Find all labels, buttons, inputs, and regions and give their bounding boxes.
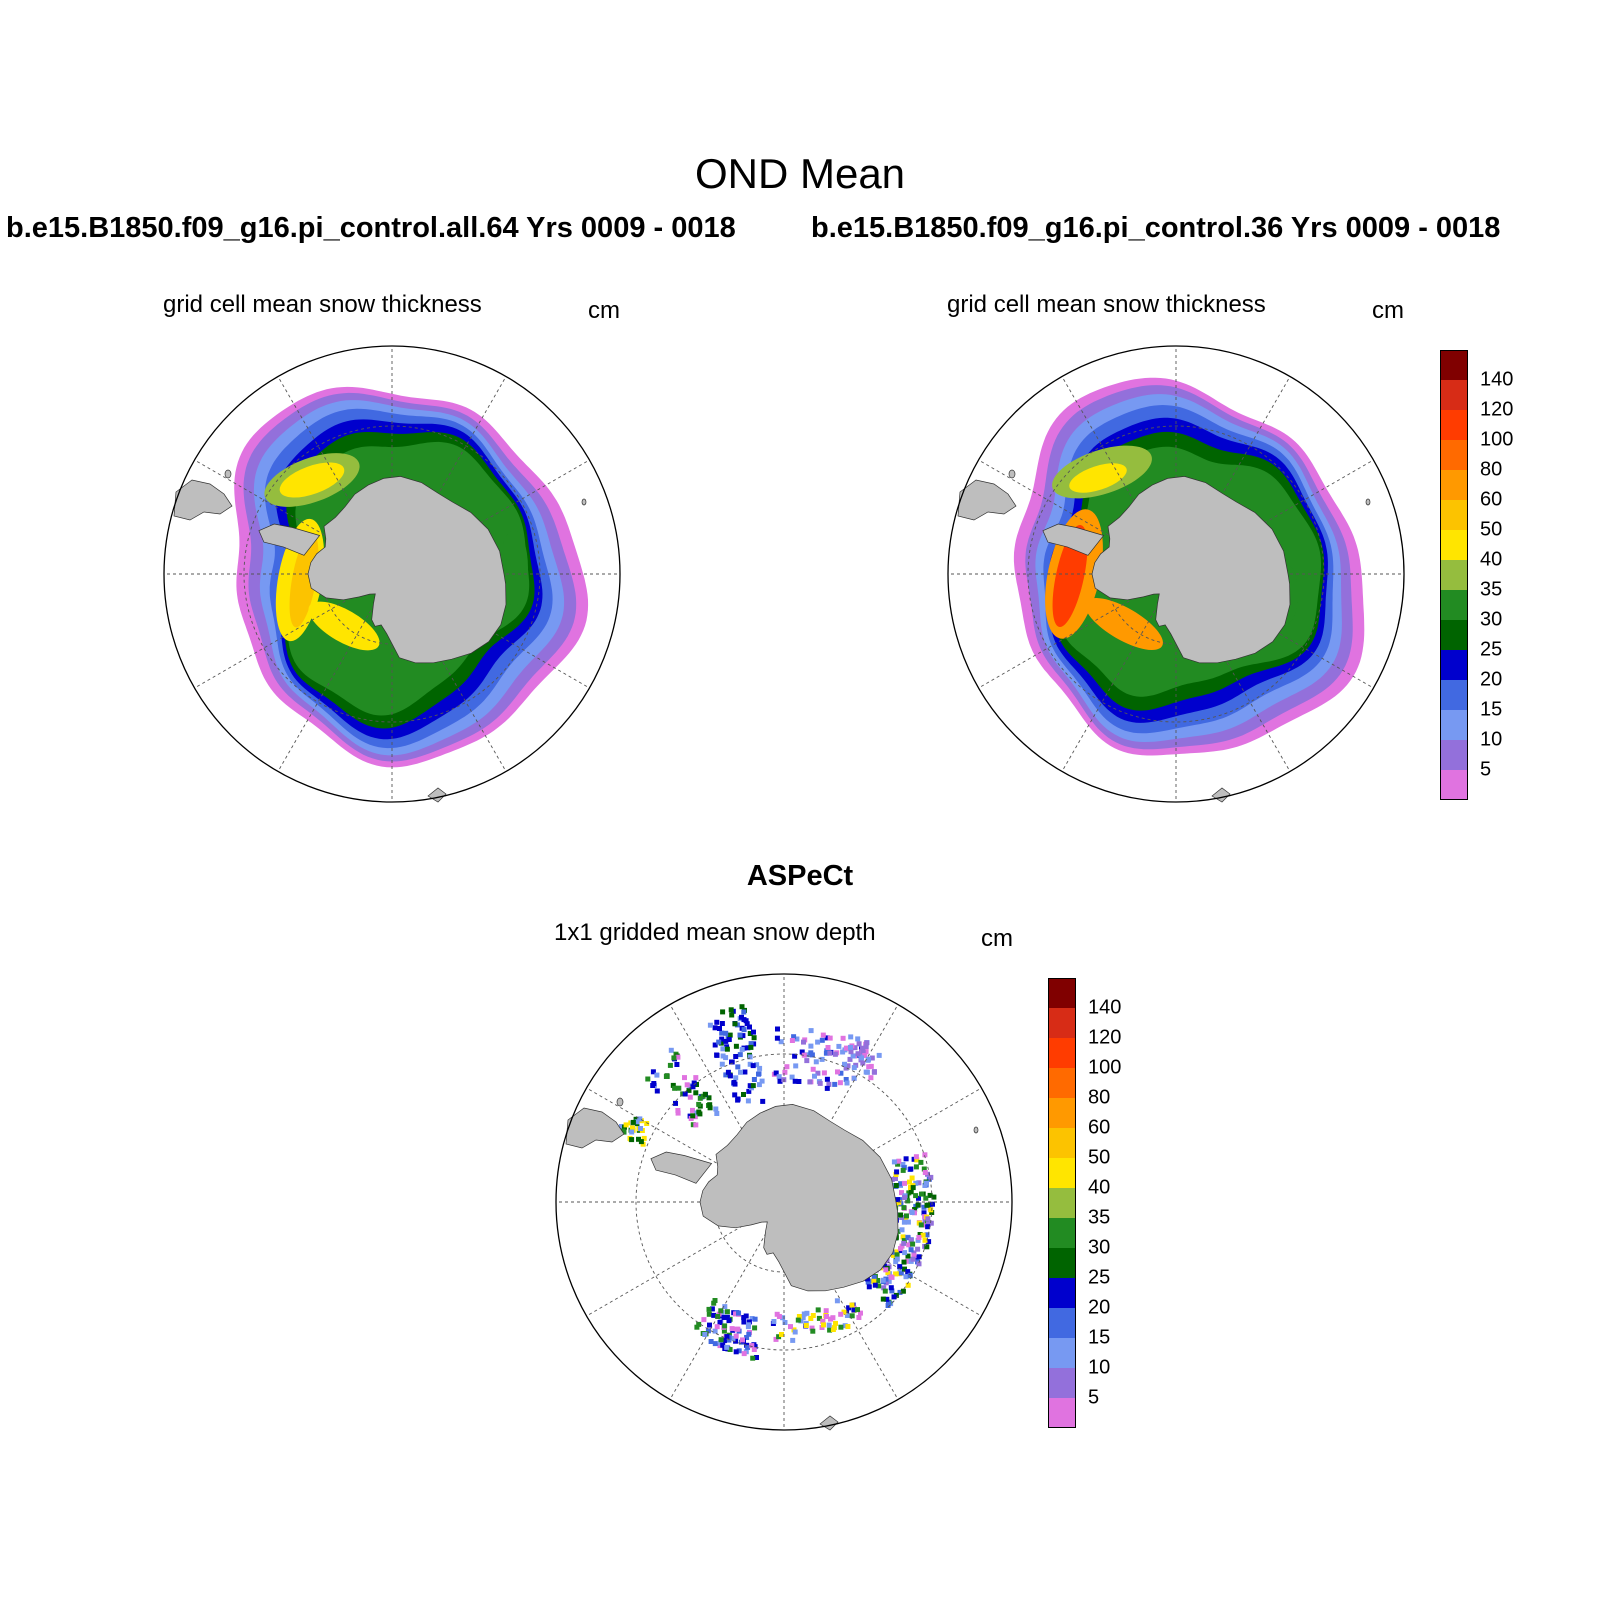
colorbar-label: 40 [1480, 548, 1503, 571]
colorbar-label: 15 [1480, 698, 1503, 721]
colorbar-swatch [1048, 1218, 1076, 1248]
colorbar-swatch [1048, 1398, 1076, 1428]
colorbar-swatch [1048, 1008, 1076, 1038]
units-bottom: cm [981, 925, 1013, 952]
colorbar-swatch [1048, 1308, 1076, 1338]
colorbar-label: 50 [1480, 518, 1503, 541]
colorbar-label: 10 [1088, 1356, 1111, 1379]
colorbar-swatch [1440, 740, 1468, 770]
colorbar-label: 5 [1480, 758, 1492, 781]
subtitle-right: grid cell mean snow thickness [947, 291, 1266, 318]
polar-map-bottom [555, 973, 1013, 1431]
colorbar-label: 20 [1088, 1296, 1111, 1319]
colorbar-swatch [1440, 650, 1468, 680]
colorbar-swatch [1440, 620, 1468, 650]
colorbar-swatch [1440, 470, 1468, 500]
colorbar-swatch [1440, 710, 1468, 740]
colorbar-swatch [1048, 1338, 1076, 1368]
colorbar-swatch [1048, 1128, 1076, 1158]
colorbar-label: 120 [1480, 398, 1514, 421]
colorbar-swatch [1440, 530, 1468, 560]
aspect-section-title: ASPeCt [746, 860, 854, 892]
colorbar-swatch [1440, 680, 1468, 710]
colorbar-swatch [1440, 770, 1468, 800]
colorbar-label: 5 [1088, 1386, 1100, 1409]
map-border [947, 345, 1405, 803]
polar-map-left [163, 345, 621, 803]
map-border [163, 345, 621, 803]
colorbar-label: 40 [1088, 1176, 1111, 1199]
colorbar-swatch [1048, 1098, 1076, 1128]
colorbar-frame [1048, 978, 1076, 1428]
colorbar-swatch [1440, 560, 1468, 590]
land [173, 469, 587, 803]
colorbar-label: 30 [1480, 608, 1503, 631]
colorbar-label: 80 [1088, 1086, 1111, 1109]
colorbar-swatch [1048, 1038, 1076, 1068]
colorbar-frame [1440, 350, 1468, 800]
run-title-right: b.e15.B1850.f09_g16.pi_control.36 Yrs 00… [811, 212, 1501, 244]
colorbar-label: 15 [1088, 1326, 1111, 1349]
colorbar-swatch [1048, 1368, 1076, 1398]
colorbar-label: 20 [1480, 668, 1503, 691]
colorbar-swatch [1440, 410, 1468, 440]
colorbar-swatch [1048, 1188, 1076, 1218]
colorbar-swatch [1048, 1158, 1076, 1188]
colorbar-label: 25 [1088, 1266, 1111, 1289]
colorbar-swatch [1440, 590, 1468, 620]
land [565, 1097, 979, 1431]
colorbar-label: 140 [1480, 368, 1514, 391]
colorbar-label: 10 [1480, 728, 1503, 751]
units-left: cm [588, 297, 620, 324]
colorbar-label: 30 [1088, 1236, 1111, 1259]
colorbar-label: 35 [1088, 1206, 1111, 1229]
colorbar-label: 100 [1088, 1056, 1122, 1079]
subtitle-left: grid cell mean snow thickness [163, 291, 482, 318]
colorbar-swatch [1048, 978, 1076, 1008]
polar-map-right [947, 345, 1405, 803]
colorbar-swatch [1048, 1278, 1076, 1308]
run-title-left: b.e15.B1850.f09_g16.pi_control.all.64 Yr… [6, 212, 736, 244]
colorbar-label: 35 [1480, 578, 1503, 601]
land [957, 469, 1371, 803]
units-right: cm [1372, 297, 1404, 324]
map-border [555, 973, 1013, 1431]
colorbar-label: 80 [1480, 458, 1503, 481]
colorbar-label: 120 [1088, 1026, 1122, 1049]
colorbar-label: 60 [1088, 1116, 1111, 1139]
colorbar-label: 50 [1088, 1146, 1111, 1169]
colorbar-swatch [1440, 500, 1468, 530]
colorbar-swatch [1440, 350, 1468, 380]
subtitle-bottom: 1x1 gridded mean snow depth [554, 919, 876, 946]
figure-title: OND Mean [694, 150, 906, 197]
colorbar-swatch [1048, 1068, 1076, 1098]
colorbar-label: 60 [1480, 488, 1503, 511]
colorbar-swatch [1440, 380, 1468, 410]
colorbar-swatch [1048, 1248, 1076, 1278]
colorbar-label: 100 [1480, 428, 1514, 451]
colorbar-swatch [1440, 440, 1468, 470]
colorbar-label: 140 [1088, 996, 1122, 1019]
colorbar-label: 25 [1480, 638, 1503, 661]
